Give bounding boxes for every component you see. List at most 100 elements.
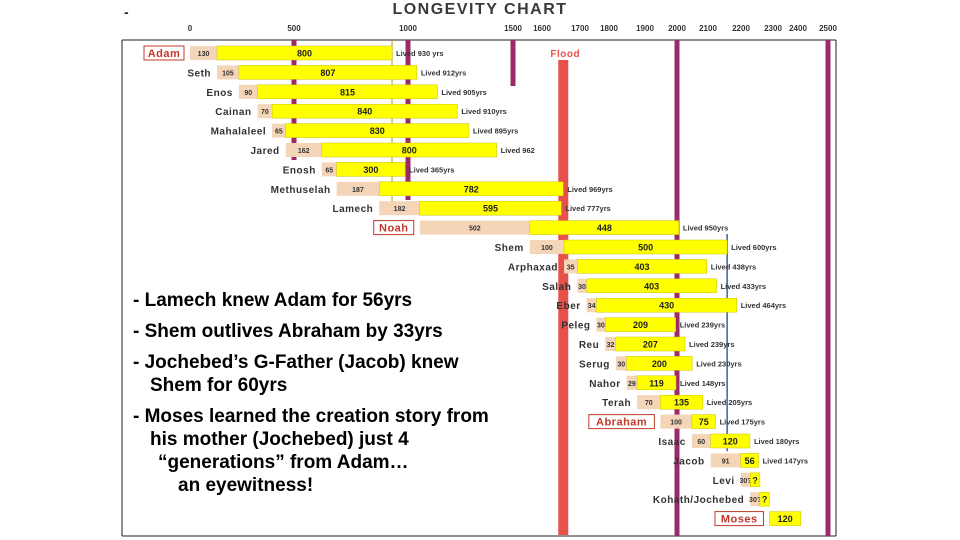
before-beget-bar [596,317,606,332]
before-beget-bar [529,240,565,254]
lifespan-bar [257,84,438,100]
name-box [373,220,415,236]
lifespan-label: 595 [483,204,498,214]
x-tick-label: 1000 [399,24,417,33]
person-name: Isaac [658,437,686,448]
person-name: Eber [556,301,580,312]
before-beget-bar [238,84,258,99]
before-beget-label: 187 [352,187,364,194]
lifespan-label: 815 [340,87,355,97]
lifespan-bar [626,356,693,371]
lifespan-label: 207 [643,340,658,350]
before-beget-label: 162 [298,148,310,155]
note-line: “generations” from Adam… [158,452,409,473]
lived-label: Lived 950yrs [683,224,728,233]
lifespan-label: 782 [464,184,479,194]
lifespan-label: 119 [649,378,664,388]
lifespan-label: 120 [723,437,738,447]
lifespan-bar [769,511,801,526]
lived-label: Lived 239yrs [680,321,725,330]
lifespan-label: 807 [320,68,335,78]
lifespan-bar [740,453,759,468]
note-line: - Shem outlives Abraham by 33yrs [133,321,443,342]
lived-label: Lived 464yrs [741,301,786,310]
note-line: his mother (Jochebed) just 4 [150,429,409,450]
x-tick-label: 2500 [819,24,837,33]
person-name: Arphaxad [508,262,558,273]
x-tick-label: 2200 [732,24,750,33]
lifespan-label: 840 [357,107,372,117]
before-beget-bar [637,395,661,410]
lifespan-label: 135 [674,398,689,408]
before-beget-bar [605,337,616,351]
before-beget-label: 35 [567,264,575,271]
person-name: Noah [379,223,409,235]
lived-label: Lived 433yrs [721,282,766,291]
lifespan-label: 448 [597,223,612,233]
lifespan-label: 800 [297,49,312,59]
person-name: Terah [602,398,631,409]
before-beget-label: 70 [261,109,269,116]
lived-label: Lived 230yrs [696,359,741,368]
person-name: Seth [187,68,211,79]
lived-label: Lived 600yrs [731,243,776,252]
before-beget-label: 30? [739,478,751,485]
lifespan-bar [660,394,703,410]
person-name: Kohath/Jochebed [653,495,744,506]
person-name: Enosh [283,165,316,176]
notes-panel: - Lamech knew Adam for 56yrs - Shem outl… [133,289,573,505]
lifespan-bar [604,317,676,332]
x-tick-label: 1800 [600,24,618,33]
person-name: Adam [148,48,181,60]
x-tick-label: 2400 [789,24,807,33]
before-beget-label: 30? [749,497,761,504]
x-tick-label: 0 [188,24,193,33]
lifespan-label: ? [762,495,768,505]
person-name: Mahalaleel [211,127,267,138]
lifespan-label: 430 [659,301,674,311]
lifespan-bar [636,375,677,391]
x-tick-label: 1900 [636,24,654,33]
person-name: Nahor [589,379,620,390]
person-name: Methuselah [271,185,331,196]
flood-column [558,60,569,535]
lifespan-bar [750,472,761,488]
lifespan-bar [379,181,564,197]
person-name: Abraham [596,417,647,429]
lifespan-bar [419,200,562,216]
lived-label: Lived 438yrs [711,262,756,271]
lived-label: Lived 895yrs [473,127,518,136]
lifespan-bar [563,239,728,255]
marker-line [291,40,297,160]
person-name: Jared [250,146,279,157]
marker-line [405,40,411,200]
before-beget-label: 70 [645,400,653,407]
before-beget-bar [336,181,380,196]
before-beget-label: 502 [469,226,481,233]
before-beget-bar [321,162,337,177]
lived-label: Lived 905yrs [441,88,486,97]
note-1: - Lamech knew Adam for 56yrs [133,289,573,312]
before-beget-bar [217,65,239,80]
name-box [143,45,185,61]
before-beget-bar [626,375,638,390]
before-beget-bar [660,414,692,429]
lived-label: Lived 180yrs [754,437,799,446]
lifespan-bar [596,297,737,313]
lifespan-bar [238,65,418,80]
before-beget-label: 90 [244,90,252,97]
x-tick-label: 1500 [504,24,522,33]
x-tick-label: 2100 [699,24,717,33]
note-2: - Shem outlives Abraham by 33yrs [133,320,573,343]
lifespan-label: 75 [699,417,709,427]
person-name: Salah [542,282,571,293]
before-beget-bar [691,434,711,448]
note-3: - Jochebed’s G-Father (Jacob) knew Shem … [133,351,573,397]
chart-title: LONGEVITY CHART [392,1,568,18]
note-line: - Moses learned the creation story from [133,406,489,427]
person-name: Lamech [332,204,373,215]
lived-label: Lived 175yrs [720,418,765,427]
lived-label: Lived 147yrs [763,456,808,465]
lifespan-label: 56 [745,456,755,466]
